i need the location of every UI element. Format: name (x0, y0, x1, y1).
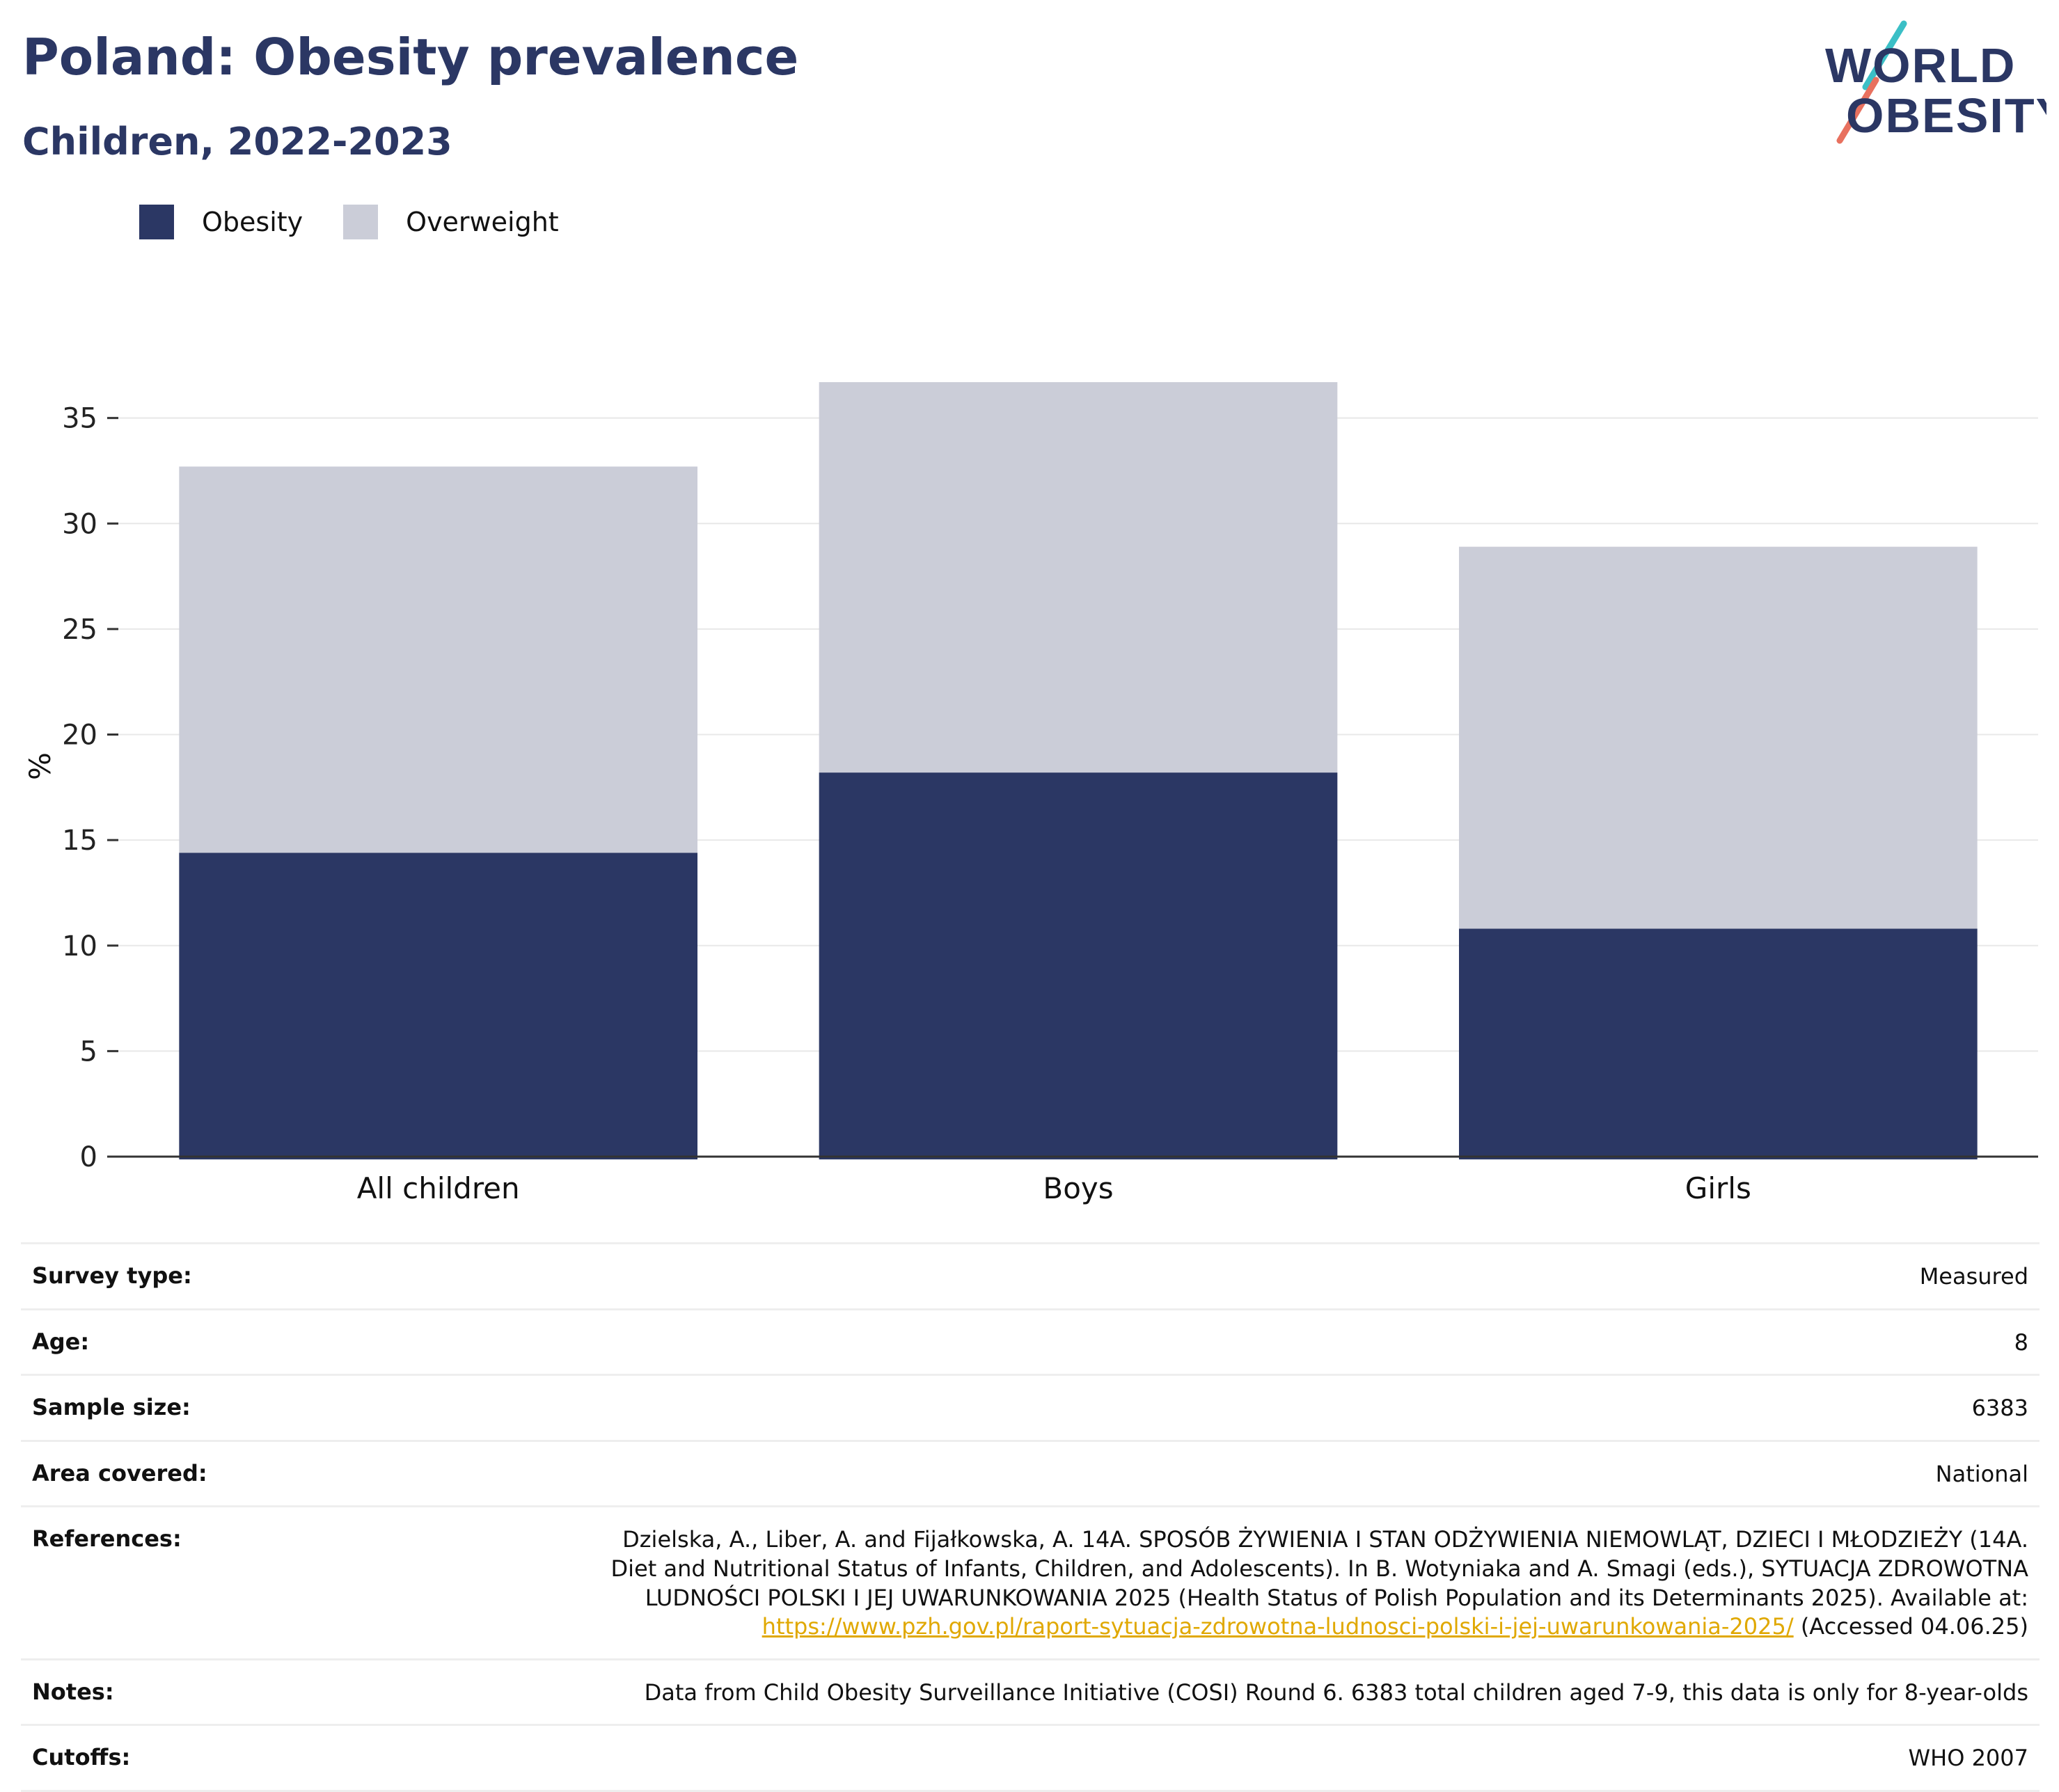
y-tick-label-15: 15 (62, 825, 97, 857)
legend-label-obesity: Obesity (202, 207, 303, 237)
bar-overweight-all-children (179, 466, 697, 853)
y-tick-label-5: 5 (80, 1036, 97, 1068)
info-val-sample-size: 6383 (1971, 1395, 2028, 1422)
legend-label-overweight: Overweight (406, 207, 559, 237)
legend-item-overweight[interactable]: Overweight (343, 205, 559, 239)
logo-line1: WORLD (1825, 38, 2016, 93)
chart-subtitle: Children, 2022-2023 (22, 120, 452, 164)
legend-swatch-obesity (139, 205, 174, 239)
y-tick-label-30: 30 (62, 508, 97, 540)
info-key-cutoffs: Cutoffs: (32, 1744, 131, 1771)
info-key-notes: Notes: (32, 1678, 114, 1705)
info-val-cutoffs: WHO 2007 (1908, 1745, 2029, 1772)
y-tick-label-20: 20 (62, 720, 97, 752)
bar-obesity-all-children (179, 853, 697, 1159)
info-key-survey-type: Survey type: (32, 1262, 192, 1289)
bar-overweight-girls (1459, 546, 1978, 929)
bar-overweight-boys (819, 382, 1338, 773)
info-row-sample-size: Sample size: 6383 (21, 1376, 2040, 1442)
world-obesity-logo: WORLD OBESITY (1825, 20, 2046, 144)
info-row-age: Age: 8 (21, 1310, 2040, 1377)
info-row-references: References: Dzielska, A., Liber, A. and … (21, 1507, 2040, 1660)
bar-obesity-girls (1459, 928, 1978, 1159)
chart-title: Poland: Obesity prevalence (22, 28, 799, 86)
y-axis-label: % (23, 752, 57, 780)
info-row-survey-type: Survey type: Measured (21, 1244, 2040, 1310)
bar-obesity-boys (819, 772, 1338, 1159)
y-tick-label-10: 10 (62, 930, 97, 962)
info-key-age: Age: (32, 1328, 90, 1355)
info-row-cutoffs: Cutoffs: WHO 2007 (21, 1726, 2040, 1792)
survey-info-table: Survey type: Measured Age: 8 Sample size… (21, 1242, 2040, 1792)
reference-text: Dzielska, A., Liber, A. and Fijałkowska,… (610, 1526, 2028, 1611)
x-tick-label-boys: Boys (1043, 1171, 1113, 1205)
y-tick-label-25: 25 (62, 614, 97, 646)
info-key-area: Area covered: (32, 1459, 207, 1486)
info-row-area: Area covered: National (21, 1442, 2040, 1508)
y-tick-label-0: 0 (80, 1141, 97, 1173)
reference-accessed: (Accessed 04.06.25) (1800, 1613, 2028, 1640)
reference-link[interactable]: https://www.pzh.gov.pl/raport-sytuacja-z… (762, 1613, 1794, 1640)
legend-item-obesity[interactable]: Obesity (139, 205, 303, 239)
x-tick-label-girls: Girls (1685, 1171, 1751, 1205)
info-key-references: References: (32, 1525, 182, 1553)
info-val-age: 8 (2014, 1329, 2028, 1356)
y-tick-label-35: 35 (62, 403, 97, 435)
logo-line2: OBESITY (1846, 88, 2046, 143)
info-val-area: National (1935, 1460, 2028, 1487)
info-val-survey-type: Measured (1919, 1263, 2028, 1290)
info-key-sample-size: Sample size: (32, 1394, 191, 1421)
info-val-notes: Data from Child Obesity Surveillance Ini… (644, 1679, 2028, 1706)
x-tick-label-all-children: All children (357, 1171, 520, 1205)
info-val-references: Dzielska, A., Liber, A. and Fijałkowska,… (581, 1525, 2028, 1641)
legend-swatch-overweight (343, 205, 379, 239)
chart-legend: Obesity Overweight (139, 205, 599, 239)
bar-chart: 0 5 10 15 20 25 30 35% All children Boys Girls (23, 382, 2038, 1205)
info-row-notes: Notes: Data from Child Obesity Surveilla… (21, 1660, 2040, 1727)
